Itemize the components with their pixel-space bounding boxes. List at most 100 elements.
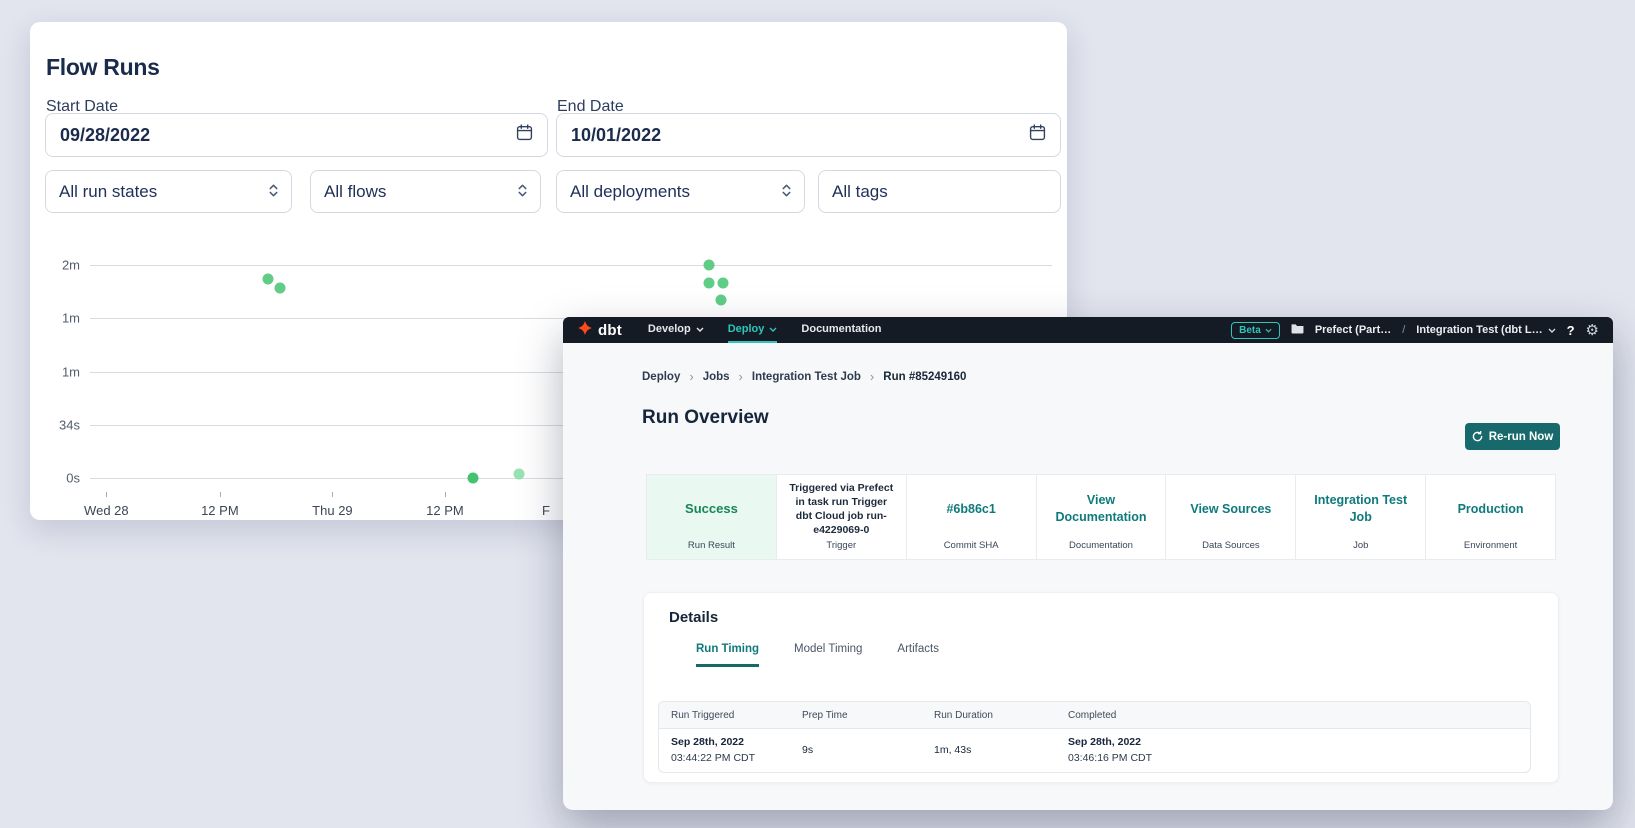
chevrons-updown-icon	[518, 182, 527, 202]
summary-card-commit-sha: #6b86c1 Commit SHA	[907, 475, 1037, 559]
details-tabs: Run Timing Model Timing Artifacts	[696, 643, 939, 667]
deployments-select[interactable]: All deployments	[556, 170, 805, 213]
page-title: Flow Runs	[46, 54, 160, 80]
summary-card-environment: Production Environment	[1457, 501, 1524, 551]
beta-dropdown[interactable]: Beta	[1231, 321, 1280, 339]
run-summary-cards: Success Run Result Triggered via Prefect…	[646, 474, 1556, 560]
summary-card-run-result: Success Run Result	[647, 475, 777, 559]
view-documentation-link[interactable]: View Documentation	[1055, 493, 1147, 524]
flow-run-dot[interactable]	[717, 277, 729, 289]
nav-item-deploy[interactable]: Deploy	[727, 317, 778, 343]
start-date-label: Start Date	[46, 98, 119, 115]
chevron-down-icon	[769, 327, 777, 332]
start-date-input[interactable]: 09/28/2022	[45, 113, 548, 157]
x-axis-tick-mark	[219, 492, 221, 497]
dbt-top-nav: dbt Develop Deploy Documentation Beta Pr…	[563, 317, 1613, 343]
tab-run-timing[interactable]: Run Timing	[696, 643, 760, 667]
flow-run-dot[interactable]	[715, 294, 727, 306]
table-header-row: Run Triggered Prep Time Run Duration Com…	[659, 702, 1530, 729]
x-axis-tick-label: Thu 29	[312, 503, 353, 518]
summary-card-data-sources: View Sources Data Sources	[1166, 475, 1297, 559]
breadcrumb-separator-icon: ›	[738, 369, 743, 384]
prefect-flow-runs-window: Flow Runs Start Date 09/28/2022 End Date…	[30, 22, 1067, 520]
x-axis-tick-label: F	[542, 503, 550, 518]
col-prep-time: Prep Time	[802, 709, 848, 721]
chevrons-updown-icon	[782, 182, 791, 202]
end-date-value: 10/01/2022	[571, 124, 662, 145]
run-triggered-cell: Sep 28th, 2022 03:44:22 PM CDT	[671, 736, 756, 764]
x-axis-tick-label: Wed 28	[84, 503, 129, 518]
calendar-icon[interactable]	[516, 124, 533, 146]
flow-run-dot[interactable]	[274, 282, 285, 294]
run-overview-title: Run Overview	[642, 407, 769, 428]
x-axis-tick-mark	[444, 492, 446, 497]
breadcrumb-job-name[interactable]: Integration Test Job	[751, 370, 861, 383]
y-axis-tick-label: 1m	[61, 364, 80, 379]
y-axis-tick-label: 1m	[61, 310, 80, 326]
col-run-triggered: Run Triggered	[671, 709, 735, 721]
environment-selector[interactable]: Integration Test (dbt L…	[1416, 324, 1556, 336]
breadcrumb-separator-icon: ›	[869, 369, 875, 384]
flows-select[interactable]: All flows	[310, 170, 541, 213]
breadcrumb-jobs[interactable]: Jobs	[702, 370, 730, 383]
details-title: Details	[669, 609, 719, 626]
view-sources-link[interactable]: View Sources	[1190, 501, 1272, 516]
tags-value: All tags	[832, 181, 888, 201]
project-env-separator: /	[1402, 324, 1406, 336]
flow-run-dot[interactable]	[513, 468, 525, 480]
table-row: Sep 28th, 2022 03:44:22 PM CDT 9s 1m, 43…	[659, 729, 1530, 772]
rerun-now-button[interactable]: Re-run Now	[1465, 423, 1560, 450]
dbt-star-icon	[577, 320, 593, 341]
chevron-down-icon	[1548, 328, 1556, 333]
flow-run-dot[interactable]	[262, 273, 274, 285]
completed-cell: Sep 28th, 2022 03:46:16 PM CDT	[1068, 736, 1153, 764]
chevron-down-icon	[1265, 328, 1272, 333]
nav-item-documentation[interactable]: Documentation	[801, 323, 882, 335]
tab-artifacts[interactable]: Artifacts	[897, 643, 939, 655]
breadcrumb: Deploy › Jobs › Integration Test Job › R…	[642, 369, 966, 384]
help-icon[interactable]: ?	[1566, 322, 1575, 338]
summary-card-documentation: View Documentation Documentation	[1037, 475, 1167, 559]
trigger-value: Triggered via Prefect in task run Trigge…	[789, 481, 894, 537]
x-axis-tick-mark	[106, 492, 108, 497]
dbt-logo-text: dbt	[598, 321, 622, 339]
col-completed: Completed	[1068, 709, 1117, 721]
calendar-icon[interactable]	[1029, 124, 1046, 146]
summary-card-trigger: Triggered via Prefect in task run Trigge…	[777, 475, 907, 559]
end-date-input[interactable]: 10/01/2022	[556, 113, 1061, 157]
environment-link[interactable]: Production	[1457, 501, 1524, 516]
run-states-value: All run states	[59, 181, 158, 201]
run-duration-cell: 1m, 43s	[934, 744, 972, 757]
project-selector[interactable]: Prefect (Part…	[1314, 324, 1392, 336]
nav-right-cluster: Beta Prefect (Part… / Integration Test (…	[1231, 321, 1599, 339]
flow-run-dot[interactable]	[467, 472, 479, 484]
tab-model-timing[interactable]: Model Timing	[794, 643, 863, 655]
gear-icon[interactable]: ⚙	[1585, 321, 1599, 339]
chevrons-updown-icon	[269, 182, 278, 202]
x-axis-tick-label: 12 PM	[426, 503, 464, 518]
prep-time-cell: 9s	[802, 744, 814, 757]
end-date-label: End Date	[557, 98, 624, 115]
deployments-value: All deployments	[570, 181, 691, 201]
details-card: Details Run Timing Model Timing Artifact…	[643, 592, 1559, 783]
flow-run-dot[interactable]	[703, 277, 715, 289]
folder-icon	[1291, 321, 1304, 339]
dbt-logo[interactable]: dbt	[577, 320, 622, 341]
nav-item-develop[interactable]: Develop	[648, 317, 704, 343]
col-run-duration: Run Duration	[934, 709, 993, 721]
x-axis-tick-mark	[332, 492, 334, 497]
flow-run-dot[interactable]	[703, 259, 715, 271]
breadcrumb-deploy[interactable]: Deploy	[642, 370, 681, 383]
refresh-icon	[1472, 431, 1483, 442]
commit-sha-link[interactable]: #6b86c1	[946, 501, 996, 516]
tags-select[interactable]: All tags	[818, 170, 1061, 213]
y-axis-tick-label: 2m	[61, 257, 80, 273]
run-result-value: Success	[685, 501, 738, 517]
run-states-select[interactable]: All run states	[45, 170, 292, 213]
summary-card-job: Integration Test Job Job	[1296, 475, 1427, 559]
job-link[interactable]: Integration Test Job	[1314, 493, 1408, 524]
breadcrumb-separator-icon: ›	[689, 369, 694, 384]
chart-gridline	[90, 265, 1052, 266]
x-axis-tick-label: 12 PM	[201, 503, 239, 518]
run-timing-table: Run Triggered Prep Time Run Duration Com…	[658, 701, 1531, 773]
